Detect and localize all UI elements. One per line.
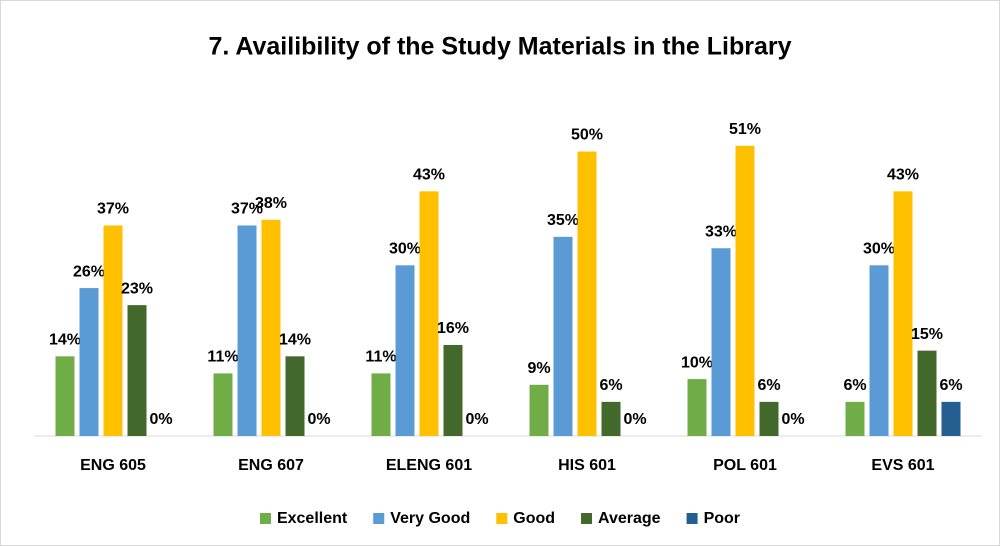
bar bbox=[687, 379, 707, 436]
data-label: 6% bbox=[939, 377, 962, 394]
legend-label: Excellent bbox=[277, 510, 348, 527]
legend-swatch bbox=[373, 513, 385, 524]
bar bbox=[79, 288, 99, 436]
x-tick-label: EVS 601 bbox=[871, 457, 934, 474]
data-label: 35% bbox=[547, 212, 579, 229]
data-label: 37% bbox=[231, 201, 263, 218]
bar bbox=[261, 219, 281, 436]
bar bbox=[443, 344, 463, 436]
bar bbox=[285, 356, 305, 436]
bar bbox=[869, 265, 889, 436]
bar bbox=[941, 401, 961, 436]
x-tick-label: ENG 605 bbox=[80, 457, 146, 474]
data-label: 50% bbox=[571, 127, 603, 144]
data-label: 11% bbox=[365, 349, 396, 366]
data-label: 23% bbox=[121, 280, 153, 297]
data-label: 0% bbox=[465, 411, 488, 428]
data-label: 38% bbox=[255, 195, 287, 212]
bar bbox=[371, 373, 391, 436]
data-label: 11% bbox=[207, 349, 238, 366]
bar bbox=[213, 373, 233, 436]
x-tick-label: POL 601 bbox=[713, 457, 777, 474]
bar bbox=[759, 401, 779, 436]
chart-title: 7. Availibility of the Study Materials i… bbox=[209, 33, 792, 61]
bar bbox=[553, 236, 573, 436]
data-label: 15% bbox=[911, 326, 943, 343]
data-label: 9% bbox=[527, 360, 550, 377]
legend-swatch bbox=[496, 513, 508, 524]
data-label: 6% bbox=[843, 377, 866, 394]
bar bbox=[917, 350, 937, 436]
data-label: 26% bbox=[73, 263, 105, 280]
data-label: 37% bbox=[97, 201, 129, 218]
data-label: 16% bbox=[437, 320, 469, 337]
data-label: 51% bbox=[729, 121, 761, 138]
legend-label: Poor bbox=[704, 510, 740, 527]
data-label: 43% bbox=[887, 167, 919, 184]
data-label: 6% bbox=[757, 377, 780, 394]
bar bbox=[127, 305, 147, 436]
data-label: 10% bbox=[681, 354, 713, 371]
legend-label: Very Good bbox=[390, 510, 470, 527]
data-label: 33% bbox=[705, 223, 737, 240]
data-label: 30% bbox=[863, 241, 895, 258]
bar bbox=[529, 384, 549, 436]
data-label: 0% bbox=[307, 411, 330, 428]
data-label: 43% bbox=[413, 167, 445, 184]
bar bbox=[103, 225, 123, 436]
bar bbox=[735, 145, 755, 436]
bar bbox=[893, 191, 913, 436]
legend-swatch bbox=[581, 513, 593, 524]
bar bbox=[55, 356, 75, 436]
data-label: 14% bbox=[49, 332, 81, 349]
bar bbox=[395, 265, 415, 436]
legend-swatch bbox=[259, 513, 271, 524]
x-tick-label: ELENG 601 bbox=[386, 457, 472, 474]
bar bbox=[577, 151, 597, 436]
data-label: 0% bbox=[781, 411, 804, 428]
bar bbox=[845, 401, 865, 436]
data-label: 30% bbox=[389, 241, 421, 258]
bar bbox=[237, 225, 257, 436]
data-label: 0% bbox=[623, 411, 646, 428]
legend-label: Good bbox=[513, 510, 555, 527]
data-label: 14% bbox=[279, 332, 311, 349]
bar bbox=[711, 248, 731, 436]
x-tick-label: HIS 601 bbox=[558, 457, 616, 474]
data-label: 6% bbox=[599, 377, 622, 394]
x-tick-label: ENG 607 bbox=[238, 457, 304, 474]
bar bbox=[419, 191, 439, 436]
bar bbox=[601, 401, 621, 436]
legend-label: Average bbox=[598, 510, 661, 527]
data-label: 0% bbox=[149, 411, 172, 428]
legend-swatch bbox=[686, 513, 698, 524]
